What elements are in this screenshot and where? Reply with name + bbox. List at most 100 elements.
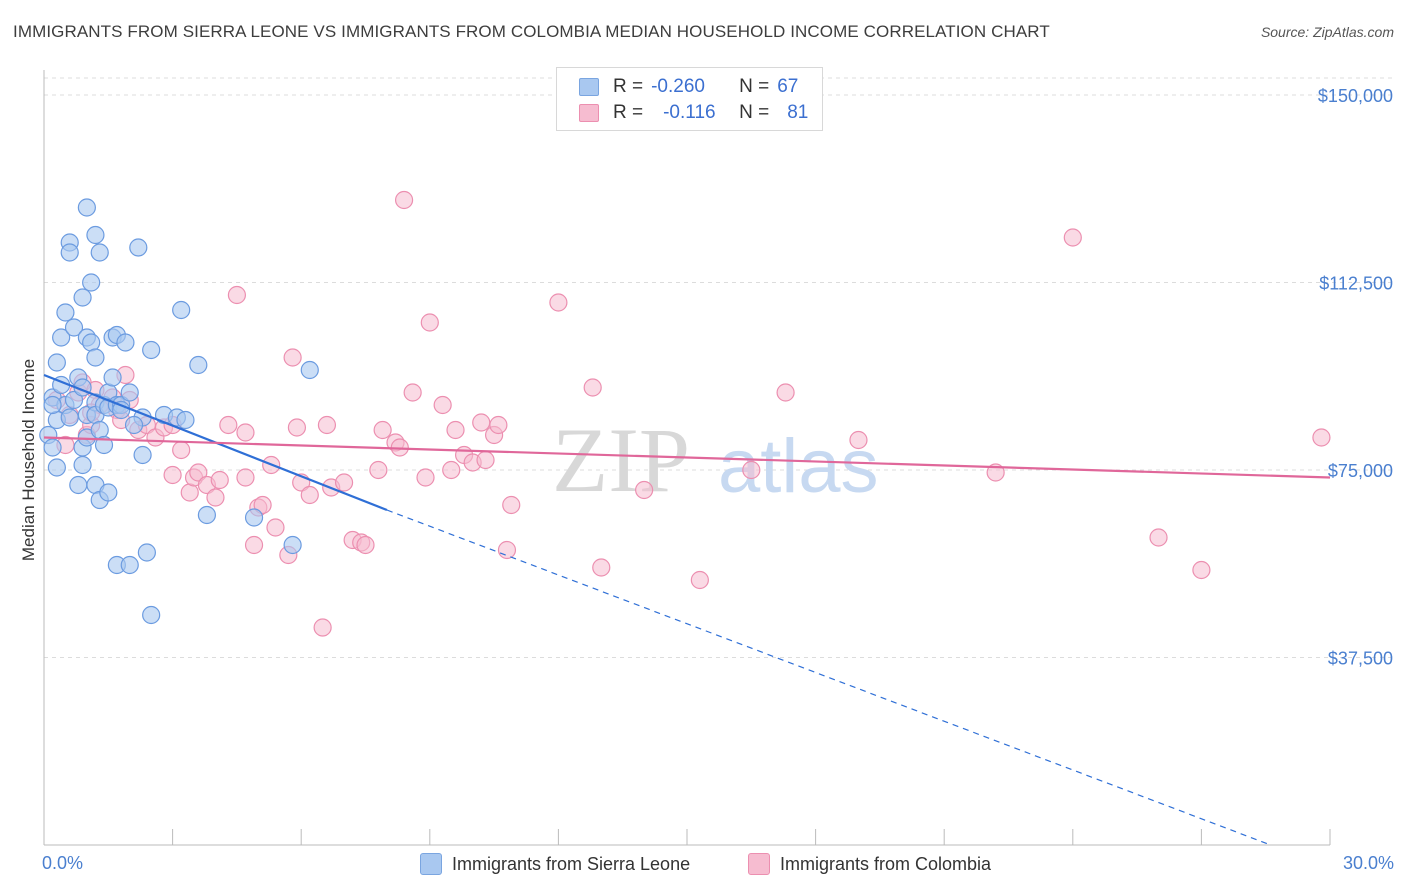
colombia-point	[592, 558, 611, 577]
sierra-leone-point	[142, 605, 161, 625]
y-tick-label: $112,500	[1319, 274, 1393, 294]
colombia-point	[253, 495, 272, 515]
sierra-leone-point	[47, 458, 66, 477]
colombia-point	[334, 473, 354, 492]
colombia-point	[635, 480, 654, 500]
colombia-point	[489, 415, 508, 435]
x-tick-label: 0.0%	[42, 853, 83, 873]
sierra-leone-point	[300, 360, 319, 380]
sierra-leone-point	[142, 340, 161, 360]
sierra-leone-point	[82, 273, 101, 292]
colombia-point	[317, 415, 337, 435]
sierra-leone-point	[283, 535, 302, 555]
sierra-leone-point	[69, 475, 88, 495]
sierra-leone-point	[116, 333, 135, 352]
sierra-leone-point	[47, 353, 66, 372]
sierra-leone-point	[189, 355, 208, 375]
sierra-leone-point	[94, 435, 114, 455]
sierra-leone-point	[73, 455, 92, 475]
sierra-leone-points	[39, 198, 319, 625]
sierra-leone-trend-extension	[386, 509, 1271, 846]
colombia-point	[369, 460, 388, 480]
colombia-point	[236, 468, 255, 487]
colombia-point	[472, 413, 491, 432]
colombia-point	[287, 418, 307, 437]
trend-lines	[43, 373, 1331, 846]
colombia-point	[163, 465, 182, 485]
colombia-point	[1063, 228, 1082, 247]
sierra-leone-point	[172, 300, 191, 320]
sierra-leone-point	[73, 288, 92, 307]
sierra-leone-point	[52, 328, 71, 347]
colombia-point	[300, 485, 319, 505]
sierra-leone-point	[244, 508, 264, 527]
colombia-point	[583, 378, 602, 397]
colombia-point	[416, 468, 435, 487]
y-axis-label: Median Household Income	[19, 359, 38, 561]
sierra-leone-point	[43, 395, 62, 415]
colombia-point	[433, 395, 452, 415]
chart-title: IMMIGRANTS FROM SIERRA LEONE VS IMMIGRAN…	[13, 22, 1050, 41]
sierra-leone-point	[137, 543, 156, 562]
sierra-leone-point	[120, 555, 139, 575]
colombia-point	[189, 463, 208, 482]
colombia-point	[210, 470, 229, 490]
colombia-point	[849, 430, 868, 450]
sierra-leone-point	[90, 420, 109, 440]
colombia-point	[502, 495, 521, 515]
sierra-leone-point	[133, 445, 152, 465]
legend-row-sierra-leone: R = -0.260 N = 67	[579, 74, 798, 100]
legend-r-label: R =	[613, 76, 644, 97]
legend-r-value: -0.260	[651, 76, 705, 97]
legend-swatch-pink	[579, 104, 599, 122]
colombia-point	[1149, 528, 1168, 547]
colombia-point	[403, 383, 422, 402]
colombia-point	[776, 383, 795, 402]
colombia-point	[1192, 560, 1211, 580]
sierra-leone-point	[77, 198, 96, 217]
axes	[43, 70, 1331, 846]
colombia-point	[219, 415, 238, 435]
x-tick-labels: 0.0% 30.0%	[42, 853, 1394, 873]
bottom-legend-label: Immigrants from Colombia	[780, 853, 992, 874]
sierra-leone-point	[56, 303, 75, 322]
bottom-legend-swatch-blue	[420, 853, 442, 875]
legend: R = -0.260 N = 67 R = -0.116 N = 81	[556, 67, 823, 131]
sierra-leone-point	[64, 390, 84, 410]
colombia-point	[356, 535, 375, 555]
sierra-leone-point	[197, 505, 216, 525]
colombia-point	[1312, 428, 1331, 447]
legend-n-value: 67	[777, 76, 799, 97]
sierra-leone-point	[90, 243, 109, 262]
sierra-leone-point	[124, 415, 144, 435]
colombia-point	[742, 460, 761, 480]
colombia-point	[690, 570, 709, 590]
colombia-trend-line	[43, 436, 1331, 479]
colombia-point	[227, 285, 246, 305]
sierra-leone-point	[129, 238, 148, 257]
sierra-leone-point	[60, 243, 79, 262]
sierra-leone-point	[60, 408, 79, 427]
colombia-point	[180, 483, 199, 502]
colombia-point	[236, 423, 255, 442]
bottom-legend-label: Immigrants from Sierra Leone	[452, 853, 691, 874]
bottom-legend-swatch-pink	[748, 853, 770, 875]
colombia-point	[446, 420, 465, 440]
colombia-point	[373, 420, 392, 440]
legend-n-label: N =	[739, 102, 770, 123]
watermark-zip: ZIP	[552, 409, 690, 511]
colombia-point	[420, 313, 439, 332]
y-tick-labels: $37,500 $75,000 $112,500 $150,000	[1318, 86, 1393, 669]
sierra-leone-point	[120, 383, 139, 402]
colombia-point	[442, 460, 461, 480]
source-label: Source: ZipAtlas.com	[1260, 24, 1394, 40]
sierra-leone-point	[86, 348, 105, 367]
colombia-point	[206, 488, 225, 507]
colombia-point	[283, 348, 302, 367]
legend-n-value: 81	[787, 102, 809, 123]
bottom-legend-colombia: Immigrants from Colombia	[748, 851, 991, 877]
colombia-point	[244, 535, 264, 555]
sierra-leone-point	[86, 225, 105, 245]
colombia-point	[394, 190, 414, 210]
